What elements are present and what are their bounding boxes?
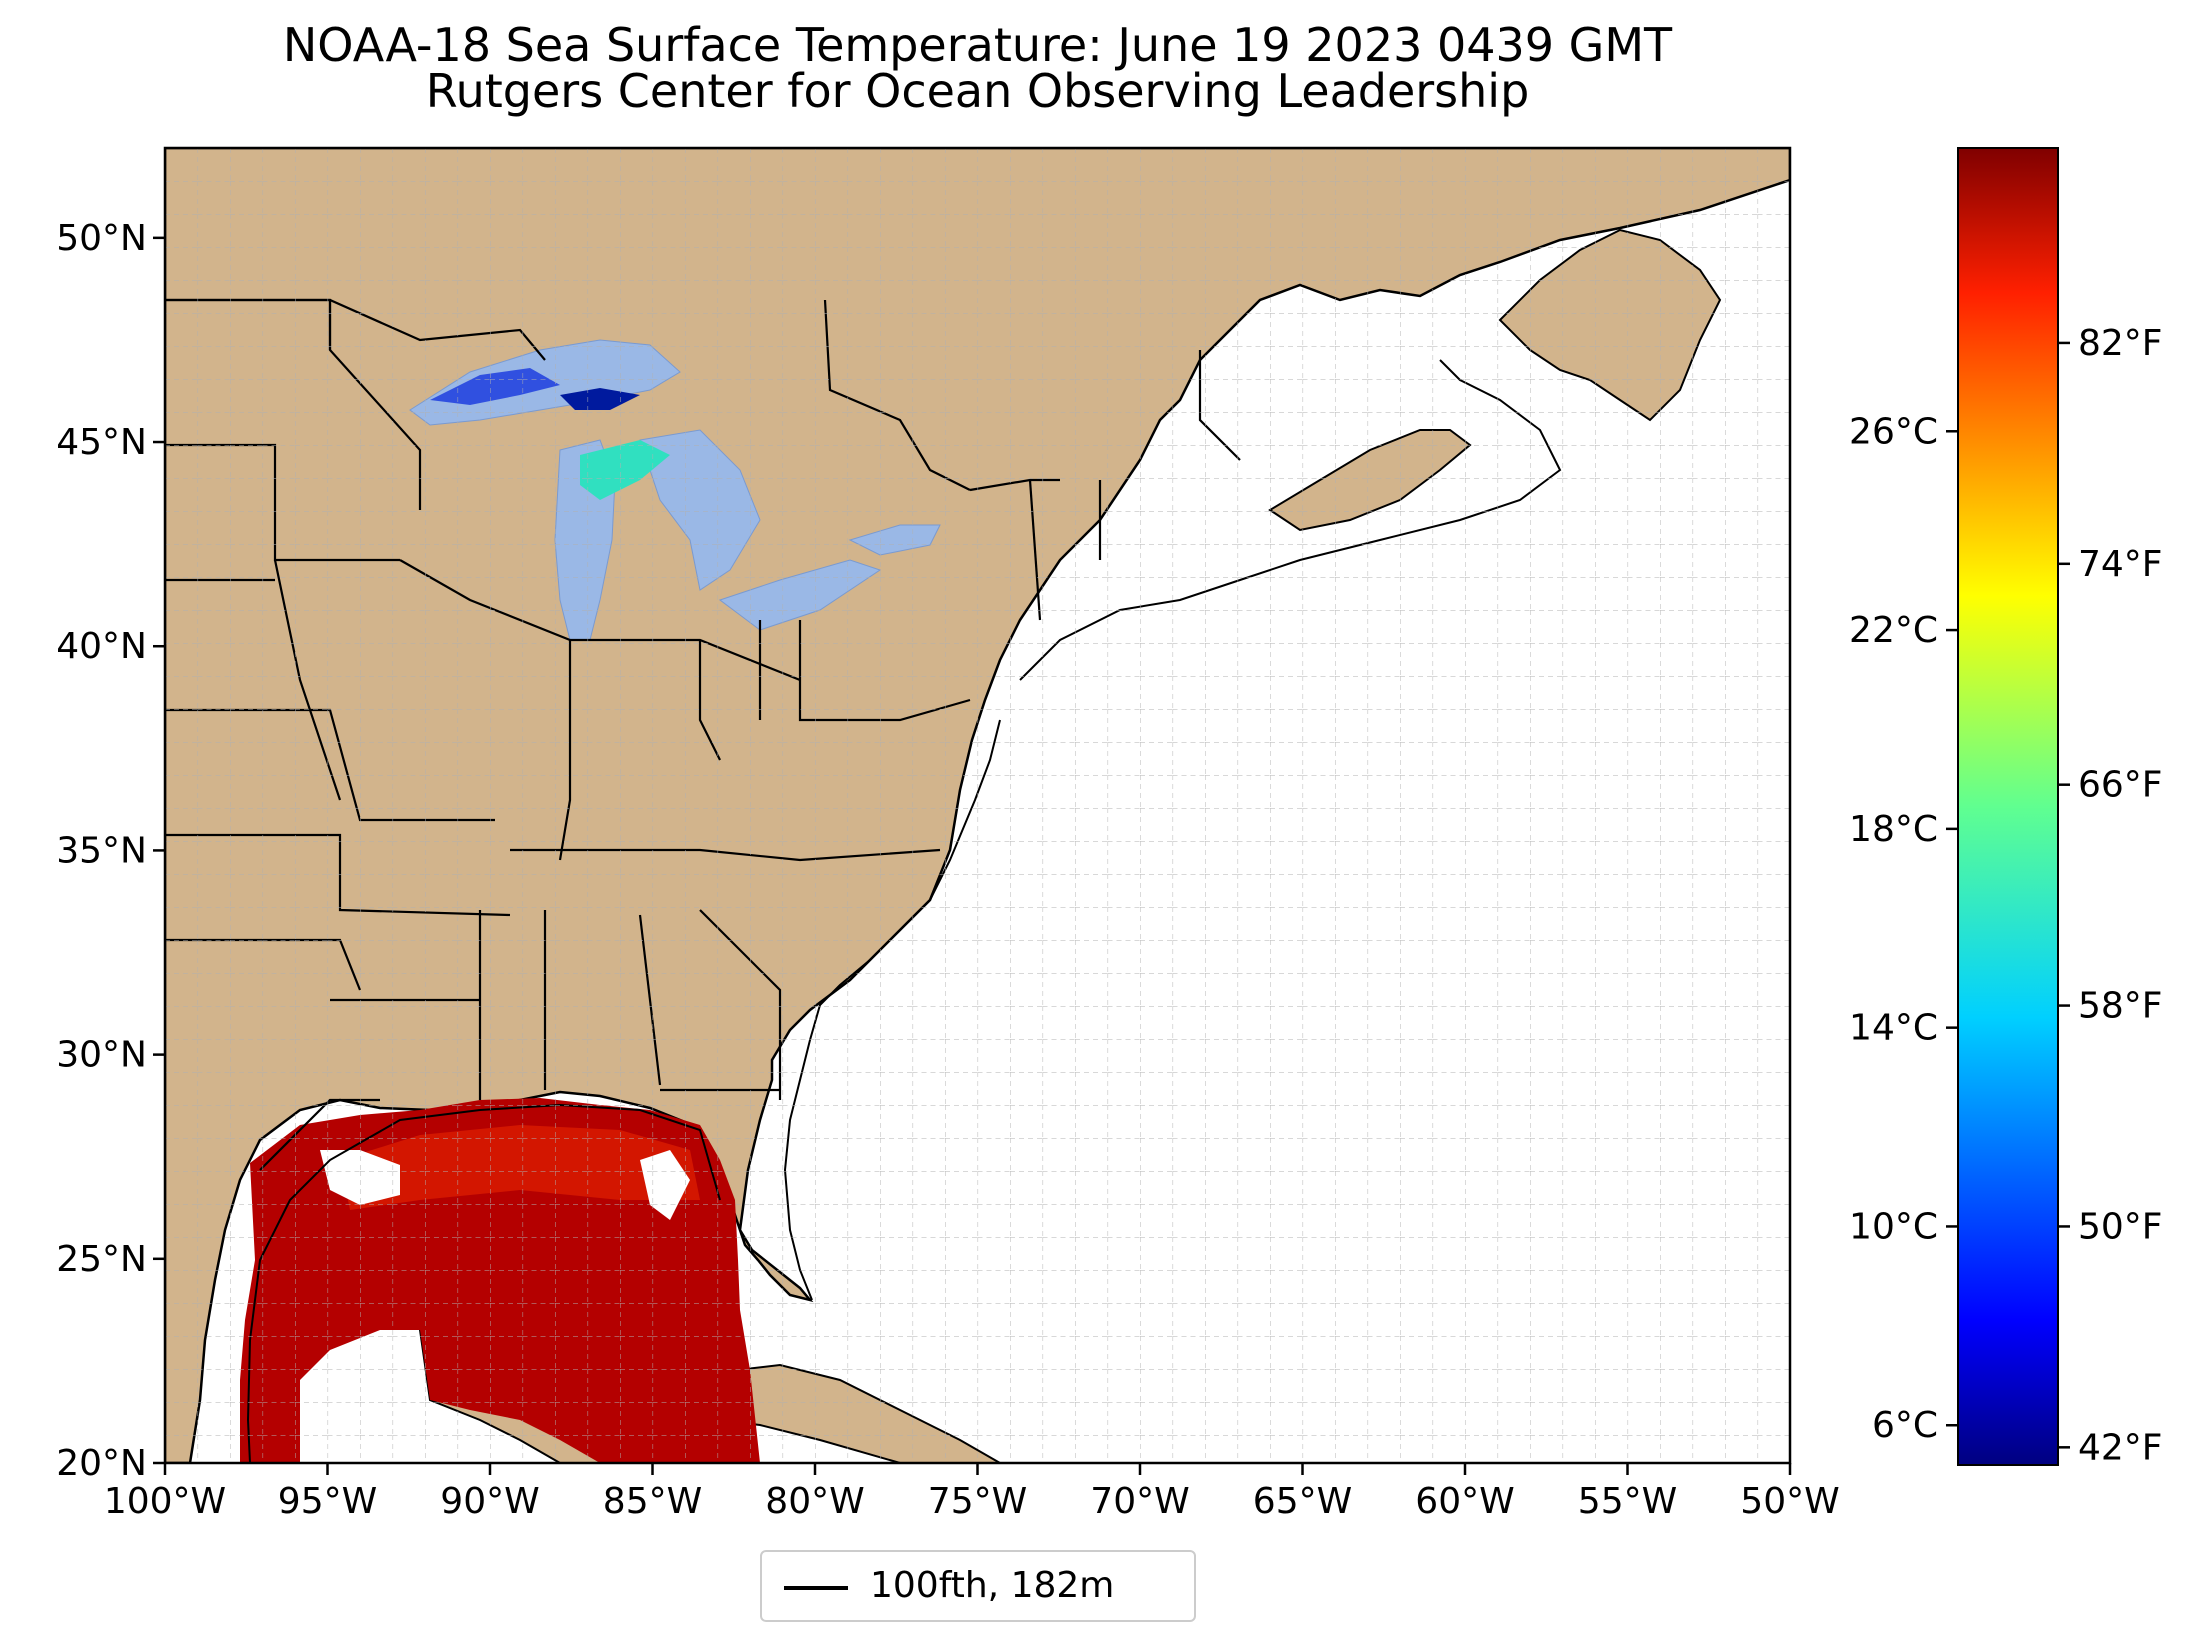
fahrenheit-tick-label: 82°F [2078, 323, 2163, 364]
fahrenheit-tick-label: 74°F [2078, 544, 2163, 585]
lat-tick-label: 25°N [56, 1239, 147, 1280]
map-title: NOAA-18 Sea Surface Temperature: June 19… [282, 18, 1673, 72]
lon-tick-label: 50°W [1740, 1481, 1839, 1522]
lon-tick-label: 55°W [1578, 1481, 1677, 1522]
legend-label: 100fth, 182m [870, 1565, 1115, 1606]
lon-tick-label: 70°W [1090, 1481, 1189, 1522]
celsius-tick-label: 22°C [1849, 610, 1938, 651]
lon-tick-label: 90°W [440, 1481, 539, 1522]
latitude-axis: 20°N 25°N 30°N 35°N 40°N 45°N 50°N [56, 218, 165, 1484]
lon-tick-label: 80°W [765, 1481, 864, 1522]
lon-tick-label: 75°W [928, 1481, 1027, 1522]
fahrenheit-tick-label: 50°F [2078, 1206, 2163, 1247]
lon-tick-label: 95°W [278, 1481, 377, 1522]
lon-tick-label: 60°W [1415, 1481, 1514, 1522]
fahrenheit-tick-label: 42°F [2078, 1427, 2163, 1468]
colorbar-celsius-axis: 6°C 10°C 14°C 18°C 22°C 26°C [1849, 411, 1958, 1446]
map-area [165, 148, 1790, 1463]
lat-tick-label: 40°N [56, 626, 147, 667]
colorbar-fahrenheit-axis: 42°F 50°F 58°F 66°F 74°F 82°F [2058, 323, 2163, 1468]
colorbar [1957, 147, 2059, 1466]
lon-tick-label: 65°W [1253, 1481, 1352, 1522]
legend-line-swatch [784, 1586, 848, 1590]
celsius-tick-label: 10°C [1849, 1206, 1938, 1247]
lat-tick-label: 20°N [56, 1443, 147, 1484]
legend: 100fth, 182m [760, 1550, 1196, 1622]
lat-tick-label: 45°N [56, 422, 147, 463]
map-subtitle: Rutgers Center for Ocean Observing Leade… [425, 64, 1530, 118]
lat-tick-label: 30°N [56, 1035, 147, 1076]
lon-tick-label: 100°W [104, 1481, 226, 1522]
map-gridlines [165, 148, 1790, 1463]
celsius-tick-label: 6°C [1872, 1405, 1938, 1446]
celsius-tick-label: 26°C [1849, 411, 1938, 452]
celsius-tick-label: 14°C [1849, 1008, 1938, 1049]
longitude-axis: 100°W 95°W 90°W 85°W 80°W 75°W 70°W 65°W 60°W 55°… [104, 1463, 1840, 1522]
fahrenheit-tick-label: 58°F [2078, 986, 2163, 1027]
lon-tick-label: 85°W [603, 1481, 702, 1522]
celsius-tick-label: 18°C [1849, 809, 1938, 850]
fahrenheit-tick-label: 66°F [2078, 765, 2163, 806]
lat-tick-label: 50°N [56, 218, 147, 259]
lat-tick-label: 35°N [56, 830, 147, 871]
